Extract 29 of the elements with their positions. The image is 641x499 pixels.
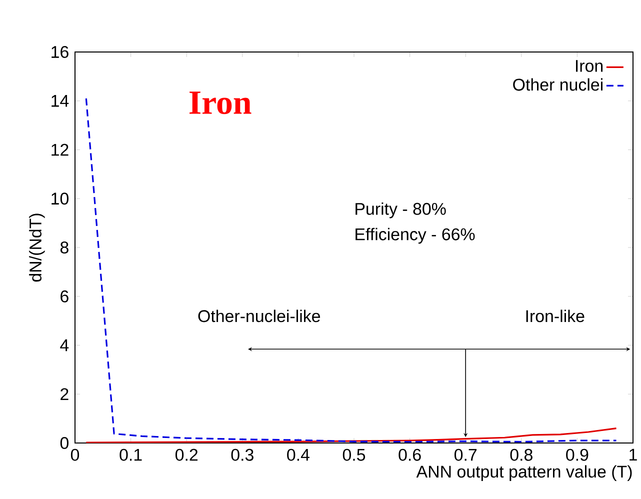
annotation: Purity - 80% <box>356 202 446 218</box>
legend-label: Other nuclei <box>513 78 602 91</box>
y-tick-label: 10 <box>52 192 68 205</box>
text: Iron <box>190 92 252 114</box>
y-tick-label: 2 <box>60 388 68 400</box>
x-tick-label: 0.8 <box>510 448 532 461</box>
x-axis-title: ANN output pattern value (T) <box>416 465 632 481</box>
annotation: Iron-like <box>526 310 584 322</box>
y-tick-label: 12 <box>52 144 68 156</box>
y-tick-label: 8 <box>60 242 68 254</box>
x-tick-label: 0.6 <box>398 448 421 461</box>
annotation: Efficiency - 66% <box>356 228 475 244</box>
x-tick-label: 0 <box>70 448 80 461</box>
x-tick-label: 0.7 <box>454 448 477 461</box>
x-tick-label: 0.4 <box>287 448 310 461</box>
legend-label: Iron <box>576 60 603 72</box>
x-tick-label: 0.5 <box>342 448 366 461</box>
y-tick-label: 16 <box>52 46 68 58</box>
x-tick-label: 0.1 <box>120 448 142 461</box>
y-tick-label: 14 <box>52 95 69 107</box>
x-tick-label: 0.9 <box>566 448 588 461</box>
y-tick-label: 4 <box>60 339 69 352</box>
x-tick-label: 0.2 <box>175 448 198 461</box>
x-tick-label: 0.3 <box>231 448 254 461</box>
annotation: Other-nuclei-like <box>198 310 320 322</box>
y-axis-title: dN/(NdT) <box>29 214 45 282</box>
y-tick-label: 0 <box>60 437 68 450</box>
x-tick-label: 1 <box>630 448 637 460</box>
y-tick-label: 6 <box>60 290 68 302</box>
